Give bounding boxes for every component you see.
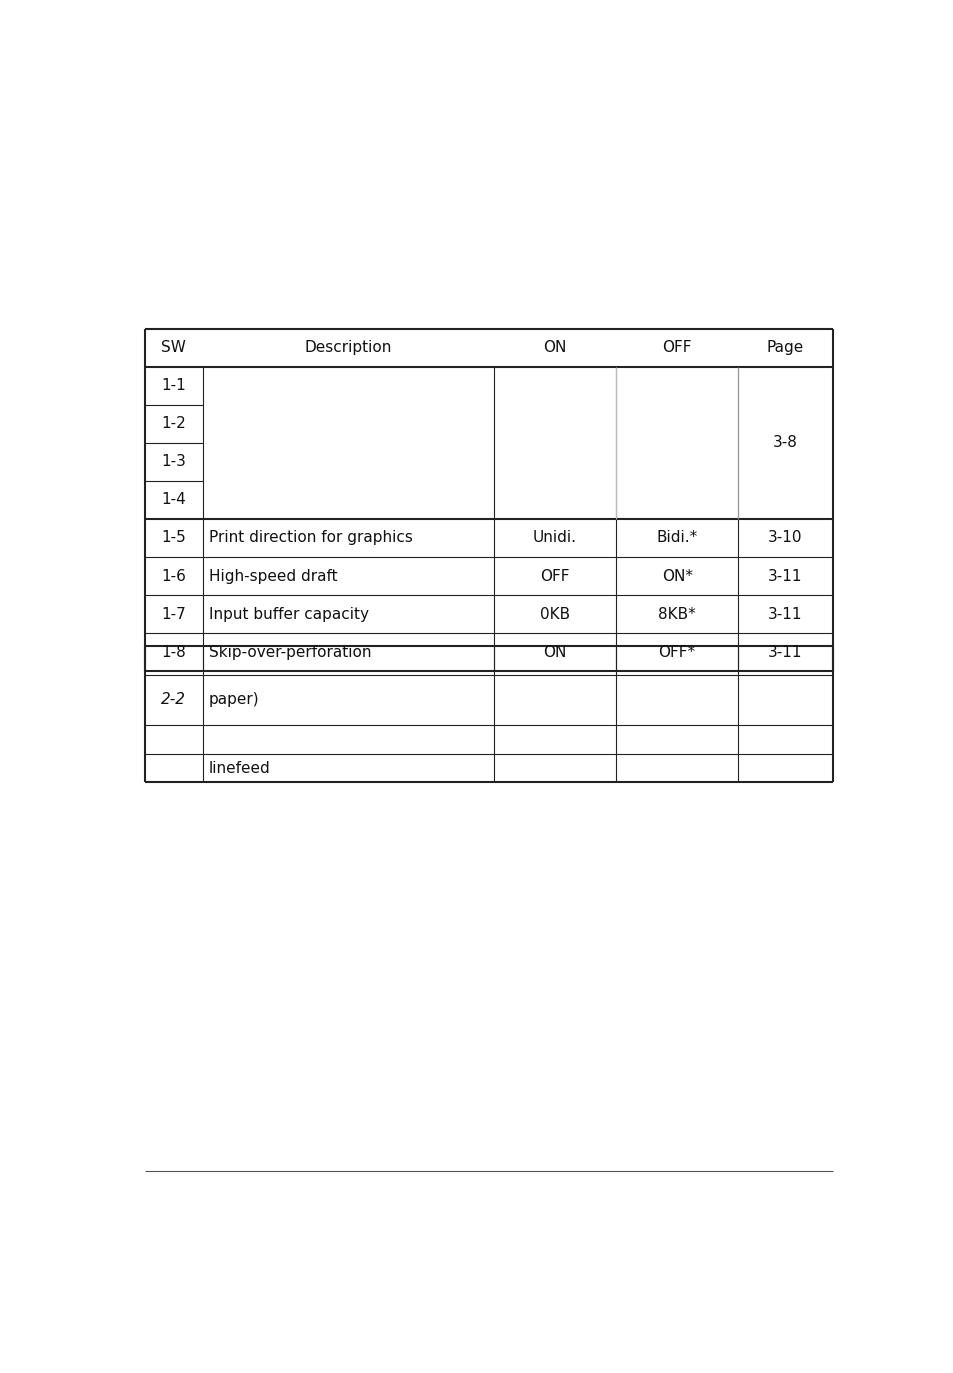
Text: 1-8: 1-8 (161, 645, 186, 659)
Text: High-speed draft: High-speed draft (209, 568, 336, 584)
Text: SW: SW (161, 341, 186, 356)
Text: 1-1: 1-1 (161, 378, 186, 393)
Text: Bidi.*: Bidi.* (656, 530, 697, 545)
Text: ON*: ON* (661, 568, 692, 584)
Text: 1-6: 1-6 (161, 568, 186, 584)
Text: 3-10: 3-10 (767, 530, 801, 545)
Text: Skip-over-perforation: Skip-over-perforation (209, 645, 371, 659)
Text: linefeed: linefeed (209, 761, 270, 776)
Text: 1-2: 1-2 (161, 416, 186, 431)
Text: 1-5: 1-5 (161, 530, 186, 545)
Text: ON: ON (543, 645, 566, 659)
Text: 8KB*: 8KB* (658, 607, 696, 622)
Text: OFF: OFF (661, 341, 691, 356)
Text: 1-7: 1-7 (161, 607, 186, 622)
Text: 3-11: 3-11 (767, 568, 801, 584)
Text: Unidi.: Unidi. (533, 530, 577, 545)
Text: 0KB: 0KB (539, 607, 570, 622)
Text: 1-4: 1-4 (161, 493, 186, 508)
Text: 3-11: 3-11 (767, 645, 801, 659)
Text: ON: ON (543, 341, 566, 356)
Text: Input buffer capacity: Input buffer capacity (209, 607, 368, 622)
Text: OFF*: OFF* (658, 645, 695, 659)
Text: 3-8: 3-8 (772, 435, 797, 450)
Text: 1-3: 1-3 (161, 454, 186, 470)
Text: Print direction for graphics: Print direction for graphics (209, 530, 412, 545)
Text: 3-11: 3-11 (767, 607, 801, 622)
Text: paper): paper) (209, 692, 259, 707)
Text: 2-2: 2-2 (161, 692, 186, 707)
Text: Description: Description (304, 341, 392, 356)
Text: Page: Page (766, 341, 803, 356)
Text: OFF: OFF (539, 568, 569, 584)
